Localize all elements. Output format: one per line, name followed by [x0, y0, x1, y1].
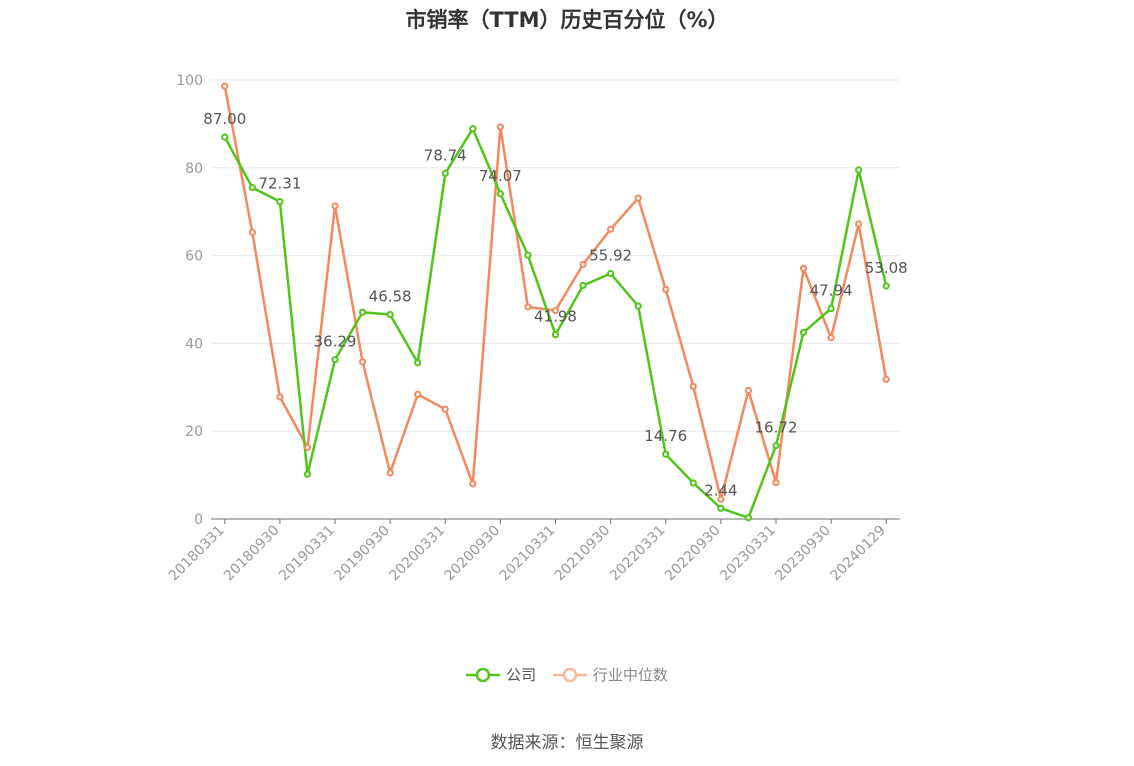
data-point-industry-median[interactable] — [386, 469, 394, 477]
data-point-company[interactable] — [303, 470, 312, 478]
grid-lines — [211, 79, 900, 432]
y-tick-label: 40 — [185, 336, 203, 352]
data-point-industry-median[interactable] — [579, 260, 587, 268]
data-point-industry-median[interactable] — [276, 393, 284, 401]
data-point-industry-median[interactable] — [331, 202, 339, 210]
data-point-company[interactable] — [827, 304, 835, 313]
data-label: 53.08 — [865, 259, 908, 277]
y-tick-label: 100 — [176, 73, 203, 89]
data-point-industry-median[interactable] — [221, 82, 229, 90]
data-point-company[interactable] — [744, 514, 753, 522]
x-tick-label: 20180331 — [166, 523, 228, 585]
data-label: 87.00 — [203, 110, 246, 128]
y-tick-label: 80 — [185, 161, 203, 177]
y-tick-label: 20 — [185, 424, 203, 440]
data-point-industry-median[interactable] — [248, 228, 256, 236]
data-point-company[interactable] — [634, 302, 642, 310]
data-label: 46.58 — [369, 288, 412, 306]
x-tick-label: 20200331 — [386, 523, 448, 585]
chart-title: 市销率（TTM）历史百分位（%） — [405, 8, 729, 32]
data-point-company[interactable] — [386, 310, 394, 319]
x-tick-label: 20220930 — [662, 523, 724, 585]
data-point-company[interactable] — [689, 479, 697, 487]
y-tick-label: 60 — [185, 249, 203, 265]
legend-label-industry-median: 行业中位数 — [592, 666, 668, 684]
x-tick-label: 20180930 — [221, 523, 283, 585]
data-point-industry-median[interactable] — [634, 194, 642, 202]
data-label: 2.44 — [704, 481, 737, 499]
data-source: 数据来源：恒生聚源 — [490, 733, 644, 753]
legend-label-company: 公司 — [506, 666, 537, 684]
data-point-industry-median[interactable] — [358, 358, 367, 366]
y-axis: 0 20 40 60 80 100 — [176, 73, 203, 528]
data-point-company[interactable] — [717, 504, 725, 512]
data-point-company[interactable] — [882, 282, 890, 290]
data-point-industry-median[interactable] — [469, 480, 477, 488]
data-point-company[interactable] — [855, 166, 863, 174]
data-point-industry-median[interactable] — [772, 478, 780, 487]
data-point-company[interactable] — [607, 269, 615, 278]
data-label: 36.29 — [314, 333, 357, 351]
x-tick-label: 20210331 — [497, 523, 559, 585]
series-lines — [223, 85, 888, 519]
series-points — [221, 82, 890, 522]
data-label: 72.31 — [258, 175, 301, 193]
data-point-company[interactable] — [414, 359, 422, 367]
data-point-industry-median[interactable] — [882, 375, 890, 383]
data-point-industry-median[interactable] — [744, 386, 753, 394]
data-label: 14.76 — [644, 427, 687, 445]
y-tick-label: 0 — [194, 512, 203, 528]
data-point-company[interactable] — [248, 183, 256, 192]
x-tick-label: 20200930 — [442, 523, 504, 585]
data-point-company[interactable] — [276, 197, 284, 206]
data-label: 41.98 — [534, 308, 577, 326]
data-point-company[interactable] — [772, 441, 780, 450]
data-point-industry-median[interactable] — [524, 303, 532, 311]
data-point-industry-median[interactable] — [662, 285, 670, 294]
data-point-company[interactable] — [358, 308, 367, 316]
data-point-industry-median[interactable] — [717, 495, 725, 503]
data-point-industry-median[interactable] — [303, 443, 312, 452]
x-tick-label: 20230331 — [717, 523, 779, 585]
data-label: 74.07 — [479, 167, 522, 185]
data-point-industry-median[interactable] — [496, 123, 504, 131]
x-tick-label: 20190930 — [331, 523, 393, 585]
data-point-industry-median[interactable] — [827, 334, 835, 342]
x-tick-label: 20210930 — [552, 523, 614, 585]
data-point-company[interactable] — [496, 190, 504, 198]
series-line-industry-median — [223, 85, 888, 501]
x-tick-label: 20230930 — [772, 523, 834, 585]
data-point-industry-median[interactable] — [414, 390, 422, 398]
data-point-company[interactable] — [662, 450, 670, 458]
line-chart: 0 20 40 60 80 100 201803312018093020190331201… — [166, 73, 908, 585]
data-label: 78.74 — [424, 146, 467, 164]
data-point-industry-median[interactable] — [441, 405, 449, 413]
data-point-industry-median[interactable] — [689, 382, 697, 391]
data-point-company[interactable] — [441, 169, 449, 177]
data-point-company[interactable] — [469, 125, 477, 133]
legend-industry-marker-icon — [552, 667, 587, 682]
data-point-company[interactable] — [331, 356, 339, 364]
data-point-industry-median[interactable] — [607, 225, 615, 233]
x-tick-label: 20220331 — [607, 523, 669, 585]
data-label: 55.92 — [589, 247, 632, 265]
x-tick-label: 20240129 — [827, 523, 889, 585]
legend-item-industry-median[interactable]: 行业中位数 — [552, 664, 668, 685]
x-axis: 2018033120180930201903312019093020200331… — [166, 518, 900, 585]
legend-company-marker-icon — [466, 667, 501, 682]
data-point-company[interactable] — [551, 331, 560, 339]
x-tick-label: 20190331 — [276, 523, 338, 585]
data-label: 16.72 — [755, 419, 798, 437]
data-label: 47.94 — [810, 282, 853, 300]
data-point-company[interactable] — [799, 328, 808, 337]
data-point-company[interactable] — [524, 251, 532, 259]
data-point-industry-median[interactable] — [799, 264, 808, 272]
legend: 公司 行业中位数 — [0, 664, 1134, 689]
data-point-company[interactable] — [579, 281, 587, 290]
data-point-company[interactable] — [221, 133, 229, 141]
data-point-industry-median[interactable] — [551, 306, 560, 315]
data-labels: 87.00 72.31 36.29 46.58 78.74 74.07 41.98 55.92… — [203, 110, 907, 499]
legend-item-company[interactable]: 公司 — [466, 664, 536, 685]
data-point-industry-median[interactable] — [855, 220, 863, 228]
